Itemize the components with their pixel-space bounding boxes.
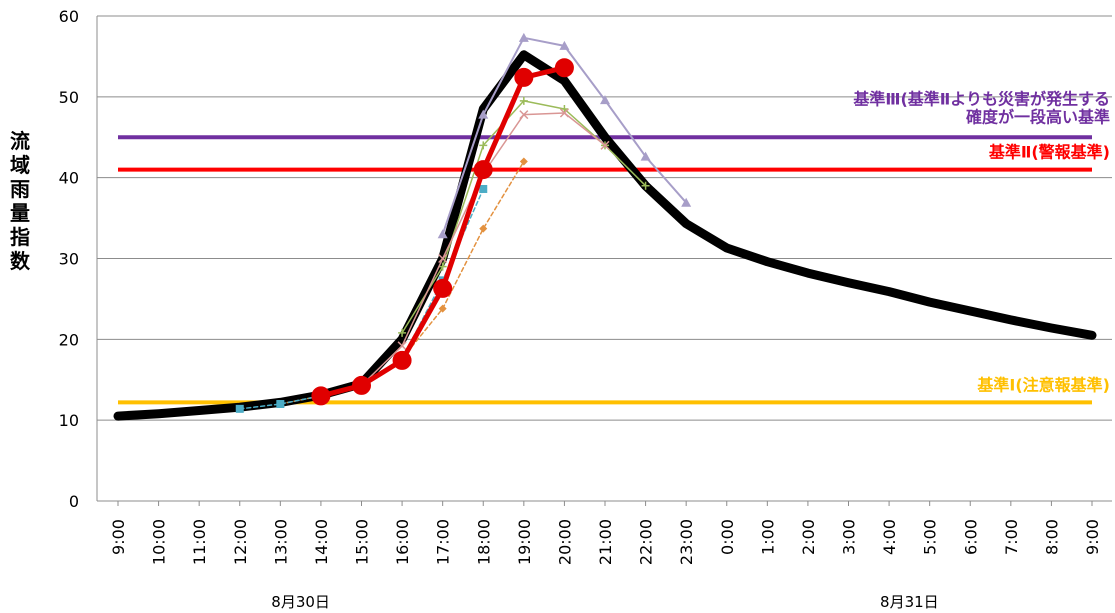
x-tick-label: 21:00 bbox=[596, 519, 615, 565]
data-point bbox=[438, 253, 448, 264]
y-axis-label-char: 雨 bbox=[10, 177, 30, 201]
threshold-label: 基準Ⅲ(基準Ⅱよりも災害が発生する bbox=[852, 89, 1110, 108]
y-tick-label: 20 bbox=[59, 330, 79, 349]
x-tick-label: 0:00 bbox=[718, 519, 737, 555]
data-point bbox=[479, 184, 488, 193]
data-point bbox=[433, 278, 453, 298]
threshold-label: 基準Ⅱ(警報基準) bbox=[988, 143, 1110, 162]
y-axis-label-char: 流 bbox=[10, 129, 30, 153]
x-tick-label: 10:00 bbox=[150, 519, 169, 565]
data-point bbox=[554, 58, 574, 78]
data-point bbox=[398, 328, 407, 337]
x-tick-label: 20:00 bbox=[555, 519, 574, 565]
y-tick-label: 10 bbox=[59, 411, 79, 430]
data-point bbox=[437, 229, 448, 239]
x-tick-label: 15:00 bbox=[353, 519, 372, 565]
data-point bbox=[641, 181, 650, 190]
x-tick-label: 2:00 bbox=[799, 519, 818, 555]
y-axis-label-char: 域 bbox=[10, 153, 30, 177]
data-point bbox=[600, 95, 610, 105]
data-point bbox=[640, 151, 651, 161]
data-point bbox=[519, 110, 529, 120]
x-tick-label: 14:00 bbox=[312, 519, 331, 565]
series bbox=[437, 32, 692, 239]
x-tick-label: 7:00 bbox=[1002, 519, 1021, 555]
y-tick-label: 50 bbox=[59, 88, 79, 107]
data-point bbox=[438, 262, 447, 271]
data-point bbox=[473, 160, 493, 180]
x-tick-label: 22:00 bbox=[637, 519, 656, 565]
threshold-label: 確度が一段高い基準 bbox=[966, 107, 1110, 126]
y-axis-label-char: 数 bbox=[10, 249, 31, 273]
data-point bbox=[600, 140, 610, 150]
x-tick-label: 19:00 bbox=[515, 519, 534, 565]
x-tick-label: 1:00 bbox=[758, 519, 777, 555]
x-tick-label: 13:00 bbox=[271, 519, 290, 565]
y-tick-label: 60 bbox=[59, 7, 79, 26]
data-point bbox=[479, 141, 488, 150]
axis-labels: 0 10 20 30 40 50 60 9:00 10:00 11:00 12:00 13:00 14:… bbox=[10, 7, 1110, 611]
y-axis-label-char: 量 bbox=[10, 201, 30, 225]
series bbox=[276, 157, 528, 408]
data-point bbox=[397, 341, 407, 351]
x-tick-label: 5:00 bbox=[921, 519, 940, 555]
y-axis-label-char: 指 bbox=[10, 225, 30, 249]
data-point bbox=[235, 404, 244, 413]
data-point bbox=[479, 224, 488, 233]
data-point bbox=[514, 67, 534, 87]
x-tick-label: 11:00 bbox=[190, 519, 209, 565]
data-point bbox=[560, 104, 569, 113]
data-point bbox=[311, 386, 331, 406]
data-point bbox=[519, 96, 528, 105]
date-label: 8月30日 bbox=[271, 593, 330, 611]
x-tick-label: 16:00 bbox=[393, 519, 412, 565]
series-line bbox=[113, 50, 1097, 421]
data-point bbox=[681, 197, 692, 207]
data-point bbox=[352, 375, 371, 395]
x-tick-label: 23:00 bbox=[677, 519, 696, 565]
y-tick-label: 30 bbox=[59, 250, 79, 269]
x-tick-label: 6:00 bbox=[961, 519, 980, 555]
x-tick-label: 8:00 bbox=[1042, 519, 1061, 555]
data-point bbox=[276, 400, 285, 408]
series bbox=[311, 58, 574, 406]
data-point bbox=[392, 350, 412, 370]
x-tick-label: 9:00 bbox=[1083, 519, 1102, 555]
series-group bbox=[113, 32, 1097, 421]
y-tick-label: 40 bbox=[59, 169, 79, 188]
date-label: 8月31日 bbox=[880, 593, 939, 611]
data-point bbox=[559, 40, 570, 50]
threshold-label: 基準Ⅰ(注意報基準) bbox=[976, 375, 1110, 394]
axes bbox=[96, 16, 1112, 506]
x-tick-label: 12:00 bbox=[231, 519, 250, 565]
y-tick-label: 0 bbox=[69, 492, 79, 511]
gridlines bbox=[97, 15, 1112, 421]
x-tick-label: 3:00 bbox=[840, 519, 859, 555]
x-tick-label: 9:00 bbox=[109, 519, 128, 555]
threshold-lines bbox=[118, 135, 1092, 405]
x-tick-label: 17:00 bbox=[434, 519, 453, 565]
data-point bbox=[518, 32, 529, 42]
data-point bbox=[559, 108, 569, 118]
series bbox=[113, 50, 1097, 421]
data-point bbox=[438, 304, 447, 313]
data-point bbox=[478, 109, 489, 119]
x-tick-label: 18:00 bbox=[474, 519, 493, 565]
data-point bbox=[519, 157, 528, 166]
x-tick-label: 4:00 bbox=[880, 519, 899, 555]
